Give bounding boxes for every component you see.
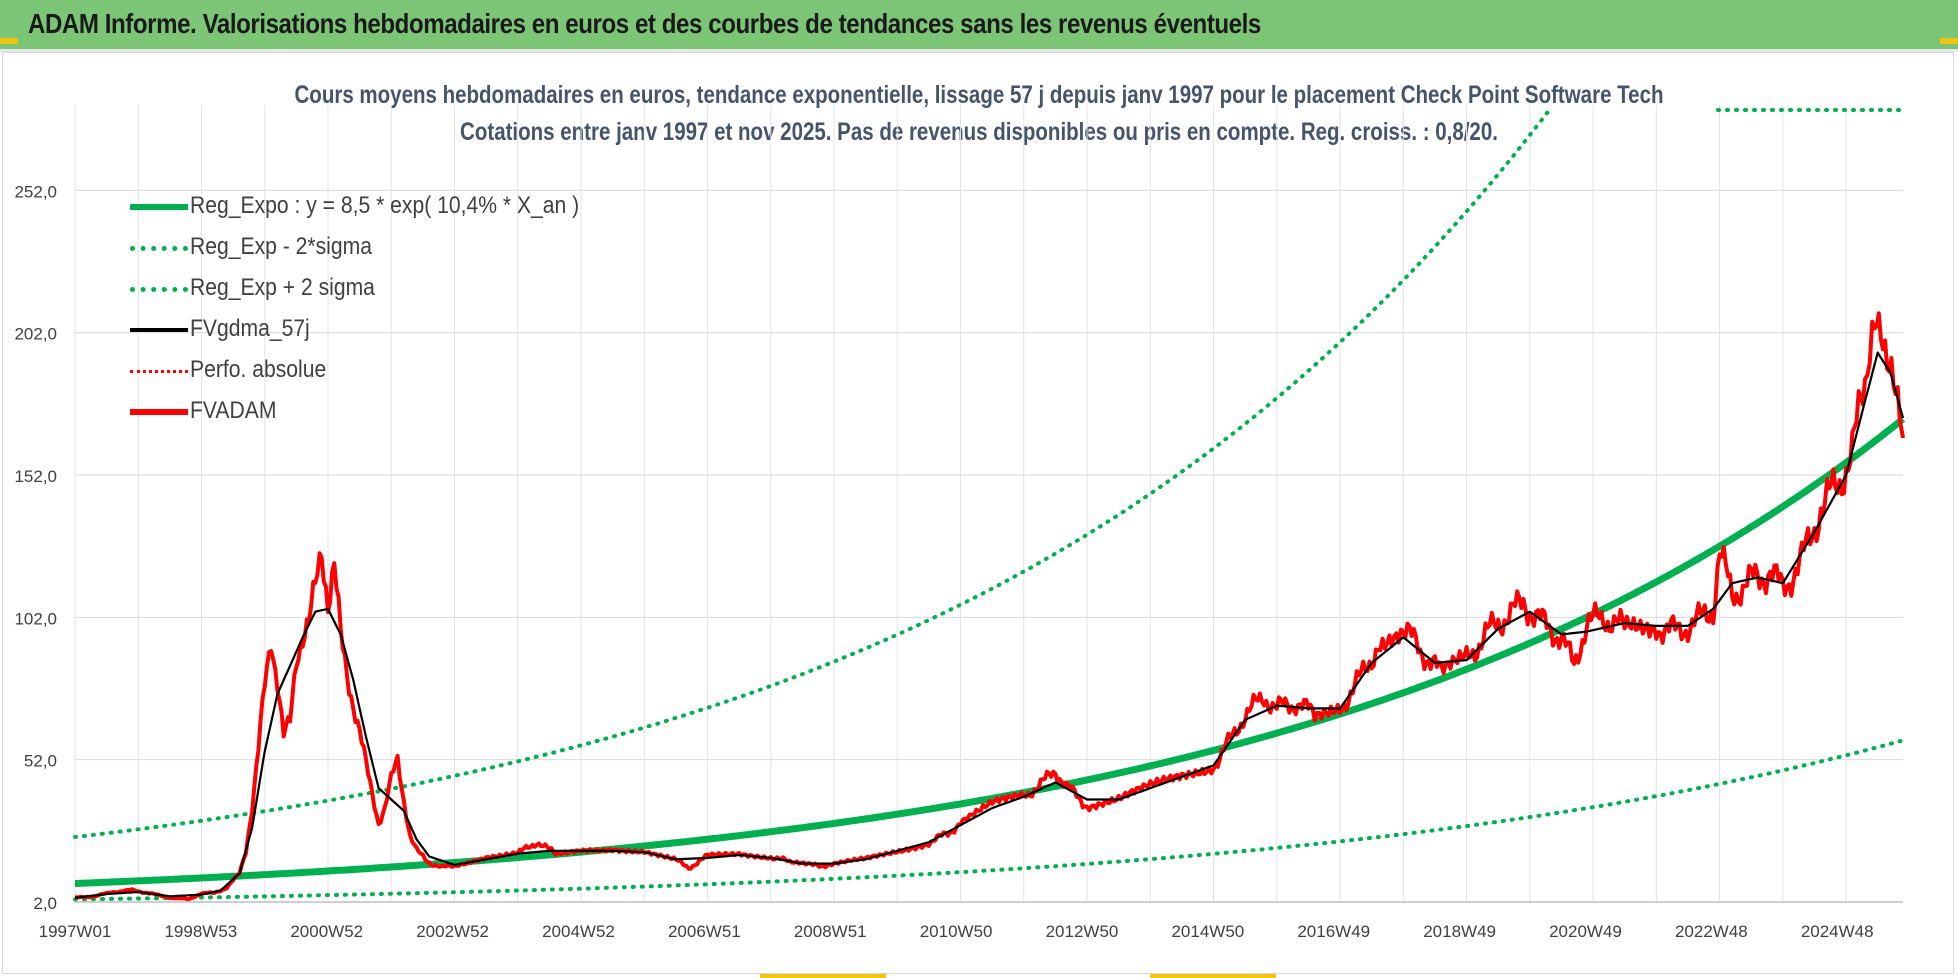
x-tick-label: 2000W52 [290, 922, 363, 941]
chart-series [73, 104, 1906, 902]
x-axis-ticks: 1997W01 1998W53 2000W52 2002W52 2004W52 2006W… [39, 922, 1874, 941]
legend-label: Perfo. absolue [190, 356, 327, 383]
legend-label: FVgdma_57j [190, 315, 310, 342]
chart-frame [2, 52, 1954, 974]
x-tick-label: 2012W50 [1046, 922, 1119, 941]
corner-mark-left [0, 38, 18, 44]
legend-label: Reg_Exp - 2*sigma [190, 233, 372, 260]
y-tick-label: 252,0 [14, 182, 57, 201]
y-tick-label: 202,0 [14, 325, 57, 344]
x-tick-label: 2024W48 [1801, 922, 1874, 941]
series-reg-minus-2-sigma [73, 738, 1905, 902]
chart-subtitle: Cotations entre janv 1997 et nov 2025. P… [460, 118, 1498, 146]
bottom-mark-1 [760, 974, 886, 978]
x-tick-label: 2006W51 [668, 922, 741, 941]
bottom-mark-2 [1150, 974, 1276, 978]
series-reg-expo [74, 416, 1906, 887]
legend-swatch-solid-red [130, 409, 188, 415]
y-axis-ticks: 2,0 52,0 102,0 152,0 202,0 252,0 [14, 182, 57, 913]
x-tick-label: 2020W49 [1549, 922, 1622, 941]
y-tick-label: 152,0 [14, 467, 57, 486]
x-tick-label: 2002W52 [416, 922, 489, 941]
legend-label: FVADAM [190, 397, 277, 424]
corner-mark-right [1940, 38, 1958, 44]
x-tick-label: 2014W50 [1171, 922, 1244, 941]
legend-swatch-dotted-green [130, 287, 188, 292]
y-tick-label: 52,0 [24, 752, 57, 771]
legend-swatch-solid-green [130, 204, 188, 210]
x-tick-label: 2004W52 [542, 922, 615, 941]
y-tick-label: 102,0 [14, 609, 57, 628]
x-tick-label: 1998W53 [164, 922, 237, 941]
legend-swatch-dotted-green [130, 246, 188, 251]
x-tick-label: 1997W01 [39, 922, 112, 941]
legend-label: Reg_Exp + 2 sigma [190, 274, 375, 301]
x-tick-label: 2018W49 [1423, 922, 1496, 941]
report-title: ADAM Informe. Valorisations hebdomadaire… [28, 8, 1261, 39]
series-fvgdma-57j [74, 351, 1905, 899]
x-tick-label: 2010W50 [920, 922, 993, 941]
x-tick-label: 2022W48 [1675, 922, 1748, 941]
legend-swatch-dotted-red [130, 370, 188, 373]
x-tick-label: 2016W49 [1297, 922, 1370, 941]
legend-swatch-solid-black [130, 328, 188, 332]
gridlines [74, 105, 1903, 902]
series-fvadam [74, 311, 1905, 902]
x-tick-label: 2008W51 [794, 922, 867, 941]
report-header: ADAM Informe. Valorisations hebdomadaire… [0, 0, 1958, 52]
y-tick-label: 2,0 [33, 894, 57, 913]
legend-label: Reg_Expo : y = 8,5 * exp( 10,4% * X_an ) [190, 192, 580, 219]
chart-title: Cours moyens hebdomadaires en euros, ten… [294, 81, 1664, 109]
